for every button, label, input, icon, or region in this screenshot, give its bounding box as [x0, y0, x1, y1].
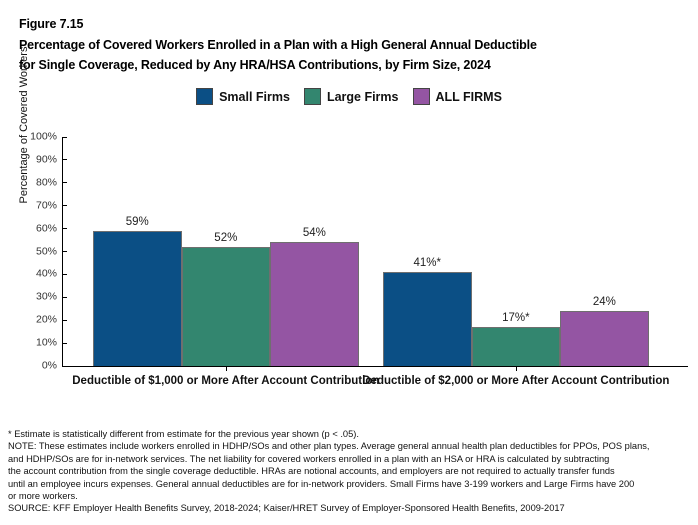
- figure-number: Figure 7.15: [19, 17, 84, 31]
- bar-slot: 17%*: [471, 137, 561, 366]
- y-axis-tick-label: 70%: [35, 199, 57, 212]
- bar-large-firms[interactable]: [471, 327, 561, 366]
- y-axis-tick-label: 100%: [30, 130, 57, 143]
- figure-title-block: Figure 7.15 Percentage of Covered Worker…: [19, 14, 679, 76]
- y-axis-tick-mark: [63, 182, 67, 184]
- bar-slot: 59%: [93, 137, 182, 366]
- y-axis-tick-label: 10%: [35, 336, 57, 349]
- legend-item-label: ALL FIRMS: [435, 89, 502, 104]
- bar-value-label: 41%*: [413, 257, 442, 270]
- legend-swatch-icon: [196, 88, 214, 105]
- y-axis-tick-label: 20%: [35, 313, 57, 326]
- y-axis-tick-mark: [63, 251, 67, 252]
- legend-swatch-icon: [412, 88, 430, 105]
- bar-slot: 54%: [270, 137, 359, 366]
- bar-slot: 24%: [560, 137, 649, 366]
- bar-slot: 41%*: [383, 137, 472, 366]
- bar-slot: 52%: [181, 137, 271, 366]
- y-axis-tick-label: 0%: [41, 359, 57, 372]
- footnote-line: NOTE: These estimates include workers en…: [8, 441, 650, 452]
- bar-group: 59% 52% 54% Deductible of $1,000 or More Af…: [72, 137, 379, 387]
- y-axis-tick-label: 80%: [35, 176, 57, 189]
- footnote-line: * Estimate is statistically different fr…: [8, 429, 359, 439]
- legend-item-all-firms[interactable]: ALL FIRMS: [412, 88, 502, 105]
- y-axis-tick-mark: [63, 273, 67, 275]
- legend-item-small-firms[interactable]: Small Firms: [196, 88, 290, 105]
- plot-area: Percentage of Covered Workers 0% 10% 20% 30…: [18, 47, 688, 387]
- y-axis-tick-mark: [63, 228, 67, 230]
- bar-small-firms[interactable]: [93, 230, 182, 366]
- figure-title-line-1: Percentage of Covered Workers Enrolled i…: [19, 37, 537, 52]
- legend-item-label: Small Firms: [219, 89, 290, 104]
- legend-item-large-firms[interactable]: Large Firms: [303, 88, 399, 105]
- bar-value-label: 54%: [302, 227, 326, 240]
- legend-swatch-icon: [303, 88, 321, 105]
- bar-all-firms[interactable]: [270, 242, 359, 366]
- footnotes: * Estimate is statistically different fr…: [8, 428, 692, 515]
- figure-title-line-2: for Single Coverage, Reduced by Any HRA/…: [19, 58, 491, 72]
- bar-small-firms[interactable]: [383, 272, 472, 366]
- y-axis-tick-label: 30%: [35, 290, 57, 303]
- y-axis-tick-mark: [63, 319, 67, 321]
- bar-large-firms[interactable]: [181, 246, 271, 366]
- y-axis-tick-mark: [63, 296, 67, 298]
- y-axis-label: Percentage of Covered Workers: [18, 46, 30, 204]
- y-axis-tick-label: 90%: [35, 153, 57, 166]
- x-axis-category-label: Deductible of $2,000 or More After Accou…: [362, 375, 670, 387]
- footnote-line: until an employee incurs expenses. Gener…: [8, 478, 635, 489]
- bar-group: 41%* 17%* 24% Deductible of $2,000 or More …: [362, 137, 669, 387]
- bar-all-firms[interactable]: [560, 311, 649, 366]
- y-axis-tick-label: 40%: [35, 267, 57, 280]
- bar-group-bars: 41%* 17%* 24%: [383, 137, 649, 366]
- footnote-line: and HDHP/SOs are for in-network services…: [8, 453, 610, 464]
- chart-legend: Small Firms Large Firms ALL FIRMS: [0, 88, 698, 105]
- bar-group-bars: 59% 52% 54%: [93, 137, 359, 366]
- footnote-line: SOURCE: KFF Employer Health Benefits Sur…: [8, 503, 565, 514]
- y-axis-tick-mark: [63, 205, 67, 207]
- footnote-line: the account contribution from the single…: [8, 466, 615, 477]
- y-axis-tick-mark: [63, 365, 67, 367]
- bar-value-label: 24%: [592, 296, 616, 309]
- y-axis-tick-mark: [63, 159, 67, 161]
- bar-value-label: 52%: [214, 231, 238, 244]
- footnote-line: or more workers.: [8, 491, 78, 502]
- bar-value-label: 59%: [125, 215, 149, 228]
- x-axis-tick-mark: [225, 366, 227, 371]
- y-axis-tick-label: 50%: [35, 245, 57, 257]
- legend-item-label: Large Firms: [326, 89, 399, 104]
- bar-value-label: 17%*: [502, 312, 530, 325]
- y-axis-tick-mark: [63, 342, 67, 344]
- y-axis-tick-label: 60%: [35, 222, 57, 235]
- x-axis-tick-mark: [515, 366, 517, 371]
- x-axis-category-label: Deductible of $1,000 or More After Accou…: [72, 375, 380, 387]
- y-axis-tick-mark: [63, 136, 67, 138]
